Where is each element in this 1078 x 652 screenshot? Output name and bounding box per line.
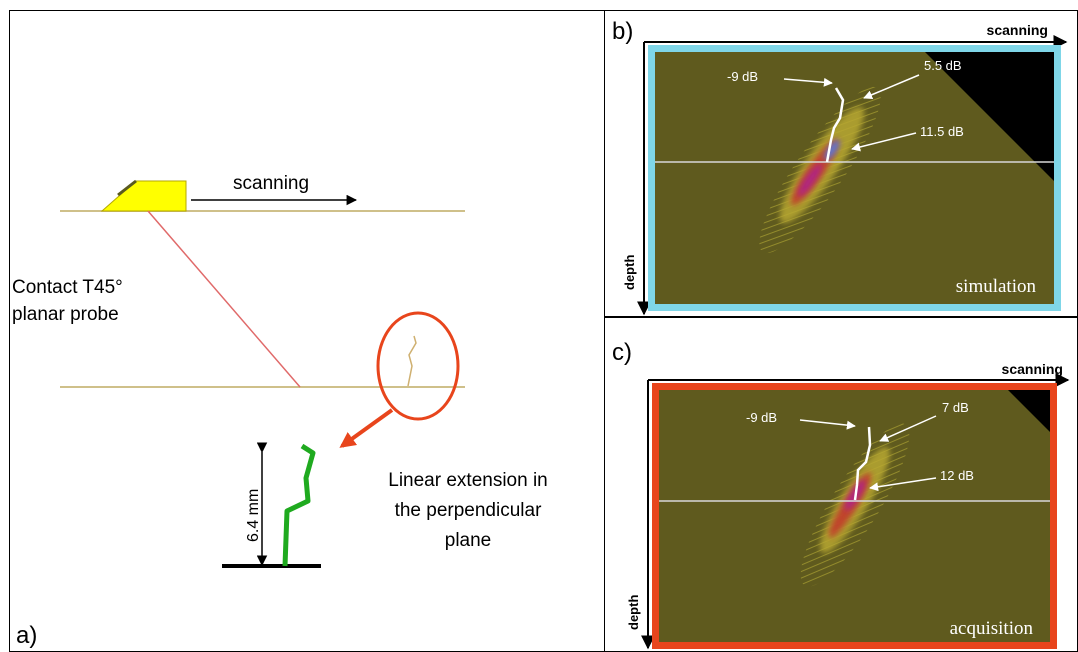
depth-label-c: depth [626,595,641,630]
depth-label-b: depth [622,255,637,290]
simulation-black-corner [925,52,1054,181]
simulation-annotation-1: -9 dB [727,69,758,84]
acquisition-black-corner [1008,390,1050,432]
scanning-label-a: scanning [233,173,309,194]
acquisition-annotation-1: -9 dB [746,410,777,425]
panel-a: scanning Contact T45° planar probe 6.4 m… [9,10,605,652]
acquisition-crack-trace [853,426,872,501]
extension-label-line3: plane [445,530,492,551]
simulation-arrow-1 [783,77,833,87]
probe-label-line1: Contact T45° [12,277,123,298]
dimension-label: 6.4 mm [245,489,262,542]
simulation-arrow-3 [851,132,917,152]
probe-icon [100,179,187,212]
simulation-echo [759,86,881,254]
simulation-label: simulation [956,276,1037,297]
simulation-annotation-3: 11.5 dB [920,124,964,139]
acquisition-arrow-2 [879,415,937,442]
probe-label-line2: planar probe [12,304,119,325]
panel-b: b) scanning depth -9 dB 5.5 dB 11.5 dB s… [604,10,1078,317]
extension-label-line1: Linear extension in [388,470,548,491]
zoom-circle [376,311,460,421]
simulation-crack-trace [825,87,845,163]
beam-path [147,210,301,388]
simulation-annotation-2: 5.5 dB [924,58,962,73]
acquisition-annotation-2: 7 dB [942,400,969,415]
acquisition-annotation-3: 12 dB [940,468,974,483]
panel-c: c) scanning depth -9 dB 7 dB 12 dB acqui… [604,317,1078,652]
panel-b-letter: b) [612,18,633,45]
scanning-label-b: scanning [987,22,1048,38]
simulation-arrow-2 [863,74,920,100]
panel-a-frame [9,10,605,652]
small-crack [407,335,417,387]
acquisition-arrow-1 [799,419,856,430]
acquisition-arrow-3 [869,477,937,492]
acquisition-label: acquisition [950,618,1034,639]
scanning-label-c: scanning [1002,361,1063,377]
crack-profile [282,443,316,567]
zoom-arrow [339,408,394,448]
panel-c-letter: c) [612,339,632,366]
panel-a-letter: a) [16,622,37,649]
extension-label-line2: the perpendicular [395,500,542,521]
